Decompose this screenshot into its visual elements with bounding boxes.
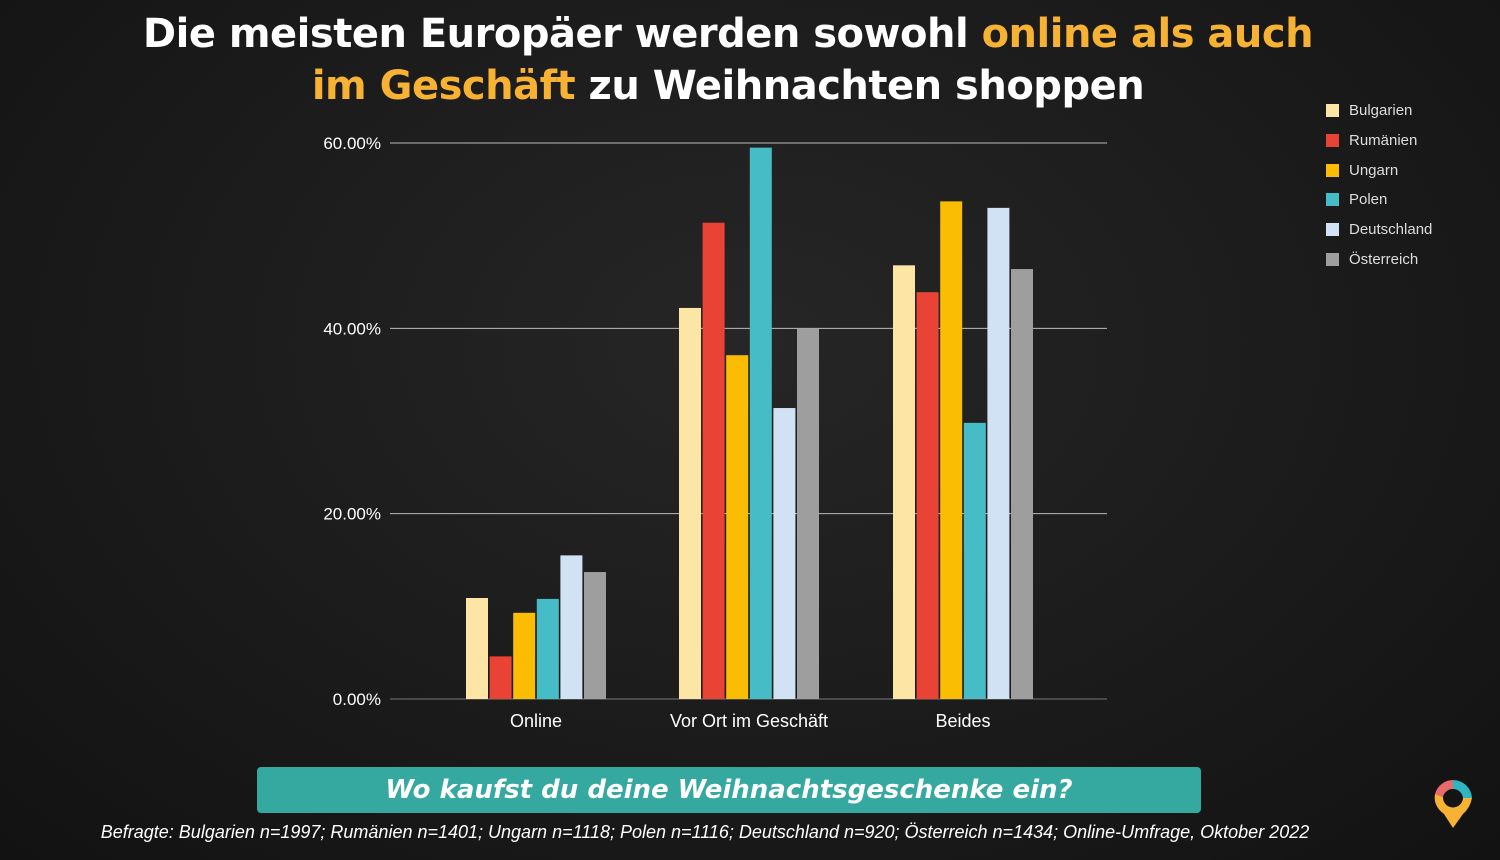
- title-line2: im Geschäft zu Weihnachten shoppen: [311, 63, 1145, 109]
- bar-polen-1: [749, 147, 772, 700]
- y-tick-label: 40.00%: [323, 319, 381, 338]
- bar-ungarn-0: [513, 612, 536, 699]
- bar-ungarn-2: [940, 201, 963, 699]
- bar-österreich-0: [584, 572, 606, 699]
- legend-label: Österreich: [1349, 250, 1419, 268]
- bar-bulgarien-0: [466, 597, 488, 699]
- legend-swatch: [1326, 193, 1339, 207]
- title-highlight: im Geschäft: [311, 63, 576, 109]
- title-text: zu Weihnachten shoppen: [575, 63, 1145, 109]
- bar-bulgarien-1: [679, 307, 701, 699]
- bar-deutschland-1: [773, 408, 796, 699]
- x-tick-label: Vor Ort im Geschäft: [670, 711, 828, 731]
- legend-swatch: [1326, 134, 1339, 148]
- legend-item: Polen: [1326, 185, 1432, 215]
- title-line1: Die meisten Europäer werden sowohl onlin…: [142, 11, 1314, 57]
- logo-icon: [1434, 780, 1472, 828]
- bar-ungarn-1: [726, 355, 749, 699]
- bar-rumänien-1: [702, 222, 725, 699]
- y-tick-label: 20.00%: [323, 505, 381, 524]
- bar-deutschland-2: [987, 207, 1010, 699]
- legend: Bulgarien Rumänien Ungarn Polen Deutschland Ö…: [1326, 96, 1432, 274]
- legend-item: Deutschland: [1326, 215, 1432, 245]
- bar-chart: 0.00% 20.00% 40.00% 60.00% Online Vor Ort im …: [323, 134, 1107, 731]
- legend-swatch: [1326, 252, 1339, 266]
- title-text: Die meisten Europäer werden sowohl: [142, 11, 982, 57]
- legend-item: Ungarn: [1326, 155, 1432, 185]
- title-highlight: online als auch: [981, 11, 1314, 57]
- legend-label: Polen: [1349, 191, 1388, 209]
- bar-bulgarien-2: [893, 265, 915, 699]
- bar-polen-0: [536, 598, 559, 699]
- legend-item: Österreich: [1326, 244, 1432, 274]
- x-tick-label: Beides: [935, 711, 990, 731]
- bar-rumänien-0: [489, 656, 512, 699]
- footnote: Befragte: Bulgarien n=1997; Rumänien n=1…: [100, 822, 1310, 842]
- y-tick-label: 0.00%: [333, 690, 381, 709]
- legend-item: Bulgarien: [1326, 96, 1432, 126]
- legend-item: Rumänien: [1326, 126, 1432, 156]
- legend-swatch: [1326, 163, 1339, 177]
- bar-österreich-2: [1011, 269, 1033, 699]
- legend-label: Rumänien: [1349, 132, 1418, 150]
- chart-title: Die meisten Europäer werden sowohl onlin…: [0, 8, 1456, 112]
- question-banner: Wo kaufst du deine Weihnachtsgeschenke e…: [257, 767, 1201, 813]
- legend-label: Bulgarien: [1349, 102, 1413, 120]
- legend-swatch: [1326, 223, 1339, 237]
- y-tick-label: 60.00%: [323, 134, 381, 153]
- legend-label: Ungarn: [1349, 161, 1399, 179]
- legend-swatch: [1326, 104, 1339, 118]
- bar-polen-2: [963, 422, 986, 699]
- bar-rumänien-2: [916, 292, 939, 699]
- legend-label: Deutschland: [1349, 221, 1433, 239]
- bar-österreich-1: [797, 328, 819, 699]
- x-tick-label: Online: [510, 711, 562, 731]
- bar-deutschland-0: [560, 555, 583, 699]
